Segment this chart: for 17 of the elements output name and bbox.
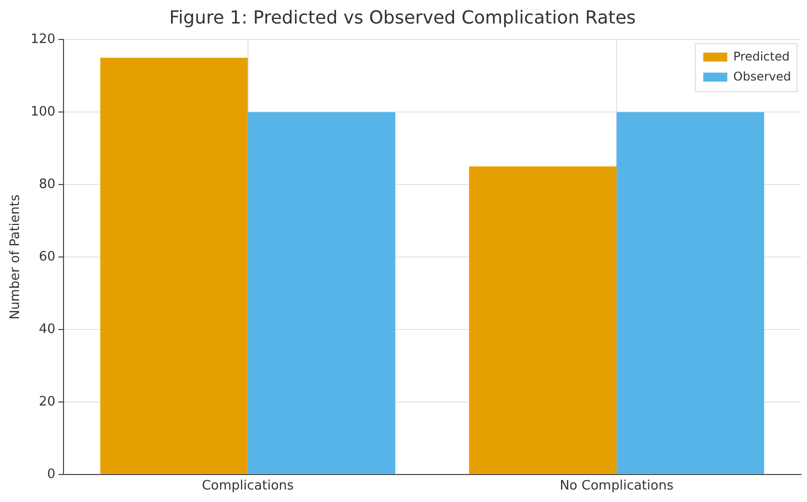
y-tick-label: 120 [30, 32, 56, 47]
y-tick-label: 60 [38, 249, 56, 264]
y-tick-label: 0 [47, 466, 56, 482]
chart-title: Figure 1: Predicted vs Observed Complication Rates [169, 7, 636, 28]
y-tick-label: 20 [38, 394, 56, 410]
y-tick-label: 80 [38, 176, 56, 192]
x-tick-label: No Complications [560, 478, 674, 494]
bar [248, 112, 396, 474]
bar [469, 166, 617, 474]
bar [616, 112, 764, 474]
y-tick-label: 100 [30, 104, 56, 120]
legend-label: Predicted [733, 50, 790, 64]
legend-label: Observed [733, 70, 791, 84]
y-axis-title: Number of Patients [8, 194, 24, 320]
y-tick-label: 40 [38, 322, 56, 337]
x-tick-label: Complications [202, 478, 294, 494]
bar [100, 58, 248, 474]
